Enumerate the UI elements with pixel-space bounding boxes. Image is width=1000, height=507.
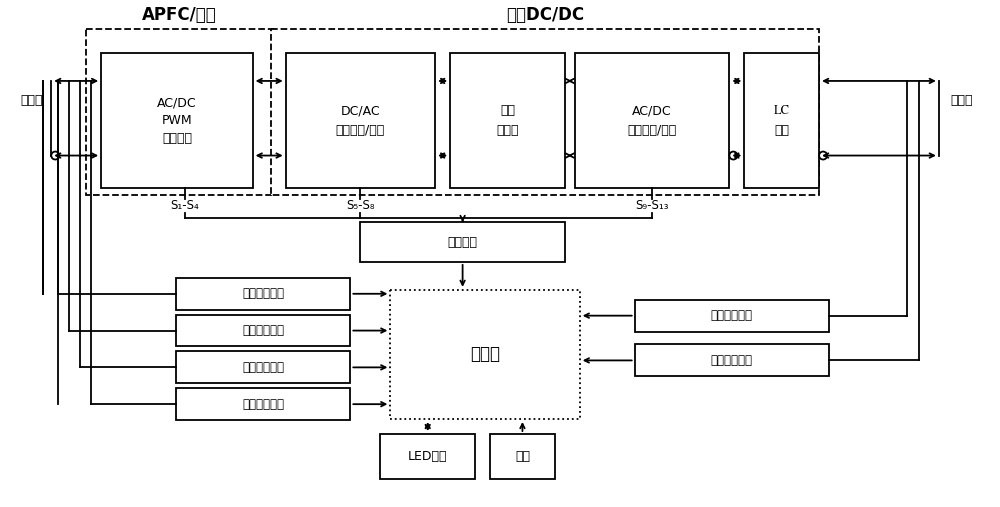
Text: 直流电压采样: 直流电压采样 — [242, 324, 284, 337]
Text: AC/DC: AC/DC — [157, 96, 197, 110]
Bar — [176, 315, 350, 346]
Text: 双向DC/DC: 双向DC/DC — [506, 6, 584, 24]
Text: 交流电压采样: 交流电压采样 — [242, 361, 284, 374]
Text: 高频整流/逆变: 高频整流/逆变 — [627, 124, 677, 137]
Text: 控制器: 控制器 — [470, 345, 500, 364]
Text: APFC/逆变: APFC/逆变 — [142, 6, 217, 24]
Bar — [390, 290, 580, 419]
Text: 直流侧: 直流侧 — [950, 94, 973, 107]
Bar — [744, 53, 819, 189]
Text: DC/AC: DC/AC — [341, 104, 380, 117]
Text: 按镰: 按镰 — [515, 450, 530, 463]
Bar — [450, 53, 565, 189]
Text: S₁-S₄: S₁-S₄ — [171, 199, 199, 212]
Bar — [176, 388, 350, 420]
Text: 输出电压采样: 输出电压采样 — [711, 354, 753, 367]
Text: S₉-S₁₃: S₉-S₁₃ — [635, 199, 669, 212]
Bar — [176, 278, 350, 310]
Bar — [176, 351, 350, 383]
Text: 滤波: 滤波 — [774, 124, 789, 137]
Bar — [271, 29, 819, 195]
Text: 高频: 高频 — [500, 104, 515, 117]
Text: LC: LC — [774, 105, 790, 117]
Text: 高频整流/逆变: 高频整流/逆变 — [336, 124, 385, 137]
Text: 原边电流采样: 原边电流采样 — [242, 287, 284, 300]
Text: 驱动隔离: 驱动隔离 — [448, 236, 478, 248]
Bar — [380, 434, 475, 479]
Bar — [635, 300, 829, 332]
Text: 可逆整流: 可逆整流 — [162, 132, 192, 145]
Text: S₅-S₈: S₅-S₈ — [346, 199, 375, 212]
Bar — [86, 29, 273, 195]
Bar — [360, 222, 565, 262]
Text: 输出电流采样: 输出电流采样 — [711, 309, 753, 322]
Bar — [635, 344, 829, 376]
Text: 变压器: 变压器 — [496, 124, 519, 137]
Text: AC/DC: AC/DC — [632, 104, 672, 117]
Text: PWM: PWM — [162, 114, 192, 127]
Text: 交流侧: 交流侧 — [20, 94, 43, 107]
Bar — [101, 53, 253, 189]
Bar — [286, 53, 435, 189]
Text: LED显示: LED显示 — [408, 450, 447, 463]
Bar — [490, 434, 555, 479]
Text: 交流电流采样: 交流电流采样 — [242, 397, 284, 411]
Bar — [575, 53, 729, 189]
